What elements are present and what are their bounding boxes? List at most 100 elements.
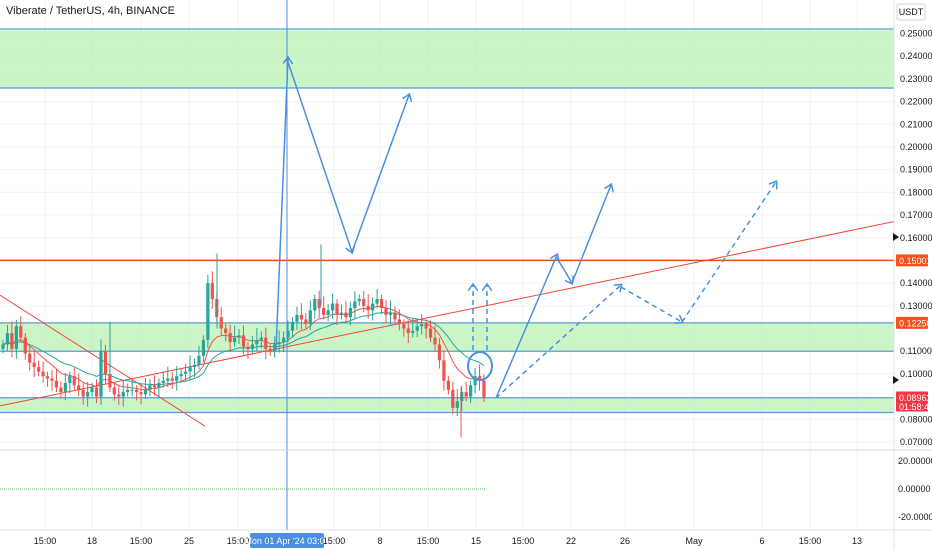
candle-body (388, 312, 393, 315)
candle-body (19, 326, 23, 338)
candle-body (384, 308, 388, 315)
candle-body (304, 319, 308, 324)
price-badge-bg (896, 391, 928, 412)
candle-body (411, 330, 415, 334)
candle-body (219, 317, 223, 329)
candle-body (232, 337, 237, 343)
candle-body (259, 337, 263, 340)
candle-body (210, 283, 214, 300)
rising-trendline[interactable] (0, 221, 895, 407)
time-tick-label: 26 (620, 536, 630, 546)
projection-arrow-up-3[interactable] (495, 255, 557, 399)
projection-arrow-up-2[interactable] (351, 95, 409, 253)
candle-body (317, 299, 321, 309)
candle-body (482, 380, 486, 398)
price-tick-label: 0.17000 (900, 210, 932, 220)
highlight-circle[interactable] (467, 351, 493, 381)
candle-body (286, 330, 290, 338)
projection-arrow-dashed-2[interactable] (620, 286, 682, 322)
scroll-marker-icon[interactable] (893, 376, 899, 384)
countdown-label: 01:58:46 (899, 402, 932, 412)
time-tick-label: 15:00 (323, 536, 346, 546)
time-tick-label: 15:00 (34, 536, 57, 546)
candle-body (99, 351, 103, 397)
crosshair-time-label: Mon 01 Apr '24 03:00 (244, 536, 329, 546)
candle-body (451, 389, 455, 408)
candle-body (366, 305, 370, 311)
candle-body (59, 387, 63, 393)
candle-body (68, 376, 72, 383)
candle-body (437, 344, 442, 361)
candle-body (420, 323, 424, 327)
price-tick-label: 0.11000 (900, 346, 932, 356)
candle-body (197, 355, 201, 365)
projection-arrow-dashed-1[interactable] (495, 285, 621, 399)
candle-body (433, 337, 437, 345)
candle-body (121, 392, 125, 397)
candle-body (112, 387, 116, 395)
zone-box[interactable] (0, 322, 894, 352)
currency-unit-box[interactable]: USDT (896, 3, 926, 21)
projection-arrow-dashed-3[interactable] (681, 182, 776, 323)
projection-arrow-up-1[interactable] (275, 58, 288, 351)
time-tick-label: 15:00 (799, 536, 822, 546)
candle-body (41, 371, 45, 377)
candle-body (224, 328, 228, 334)
candle-body (446, 380, 450, 390)
candle-body (50, 378, 54, 381)
candle-body (299, 314, 303, 320)
price-tick-label: 0.20000 (900, 142, 932, 152)
candle-body (170, 378, 174, 381)
price-tick-label: 0.07000 (900, 437, 932, 447)
candle-body (54, 380, 59, 388)
zone-box[interactable] (0, 28, 894, 88)
price-badge-bg (896, 316, 928, 329)
scroll-marker-icon[interactable] (893, 233, 899, 241)
candle-body (308, 310, 312, 324)
projection-arrow-down-2[interactable] (556, 257, 572, 283)
candle-body (371, 303, 375, 311)
candle-body (201, 339, 206, 356)
candle-body (188, 367, 192, 372)
price-tick-label: 0.21000 (900, 119, 932, 129)
candle-body (393, 312, 397, 320)
time-tick-label: 8 (377, 536, 382, 546)
indicator-axis[interactable]: 20.00000 0.00000 -20.00000 (898, 456, 932, 522)
candle-body (179, 373, 183, 377)
candle-body (228, 333, 232, 343)
projection-arrow-down-1[interactable] (287, 61, 352, 252)
price-tick-label: 0.13000 (900, 301, 932, 311)
currency-unit-label: USDT (899, 7, 924, 17)
candle-body (455, 401, 459, 408)
price-tick-label: 0.16000 (900, 233, 932, 243)
candle-body (157, 382, 161, 388)
candle-body (175, 376, 179, 381)
time-tick-label: 15 (471, 536, 481, 546)
candle-body (326, 310, 330, 315)
candle-body (273, 344, 277, 352)
candle-body (281, 337, 286, 343)
candle-body (14, 326, 18, 349)
price-axis[interactable]: 0.25000 0.24000 0.23000 0.22000 0.21000 0.200… (900, 29, 932, 448)
candle-body (264, 337, 268, 349)
candle-body (246, 346, 250, 349)
candle-body (103, 351, 108, 374)
candle-body (424, 323, 428, 329)
projection-arrows[interactable] (275, 58, 776, 399)
candle-body (290, 321, 295, 331)
candle-body (63, 382, 67, 393)
candle-body (161, 380, 165, 383)
zone-box[interactable] (0, 397, 894, 413)
candle-body (442, 360, 446, 381)
candle-body (464, 392, 468, 397)
price-badge-label: 0.08962 (899, 393, 932, 403)
candle-body (460, 392, 464, 402)
candle-body (126, 389, 130, 393)
crosshair-time-label-bg (250, 533, 324, 548)
candle-body (1, 344, 5, 349)
candle-body (335, 303, 339, 315)
support-resistance-zones[interactable] (0, 28, 894, 414)
projection-arrow-up-4[interactable] (571, 185, 611, 284)
